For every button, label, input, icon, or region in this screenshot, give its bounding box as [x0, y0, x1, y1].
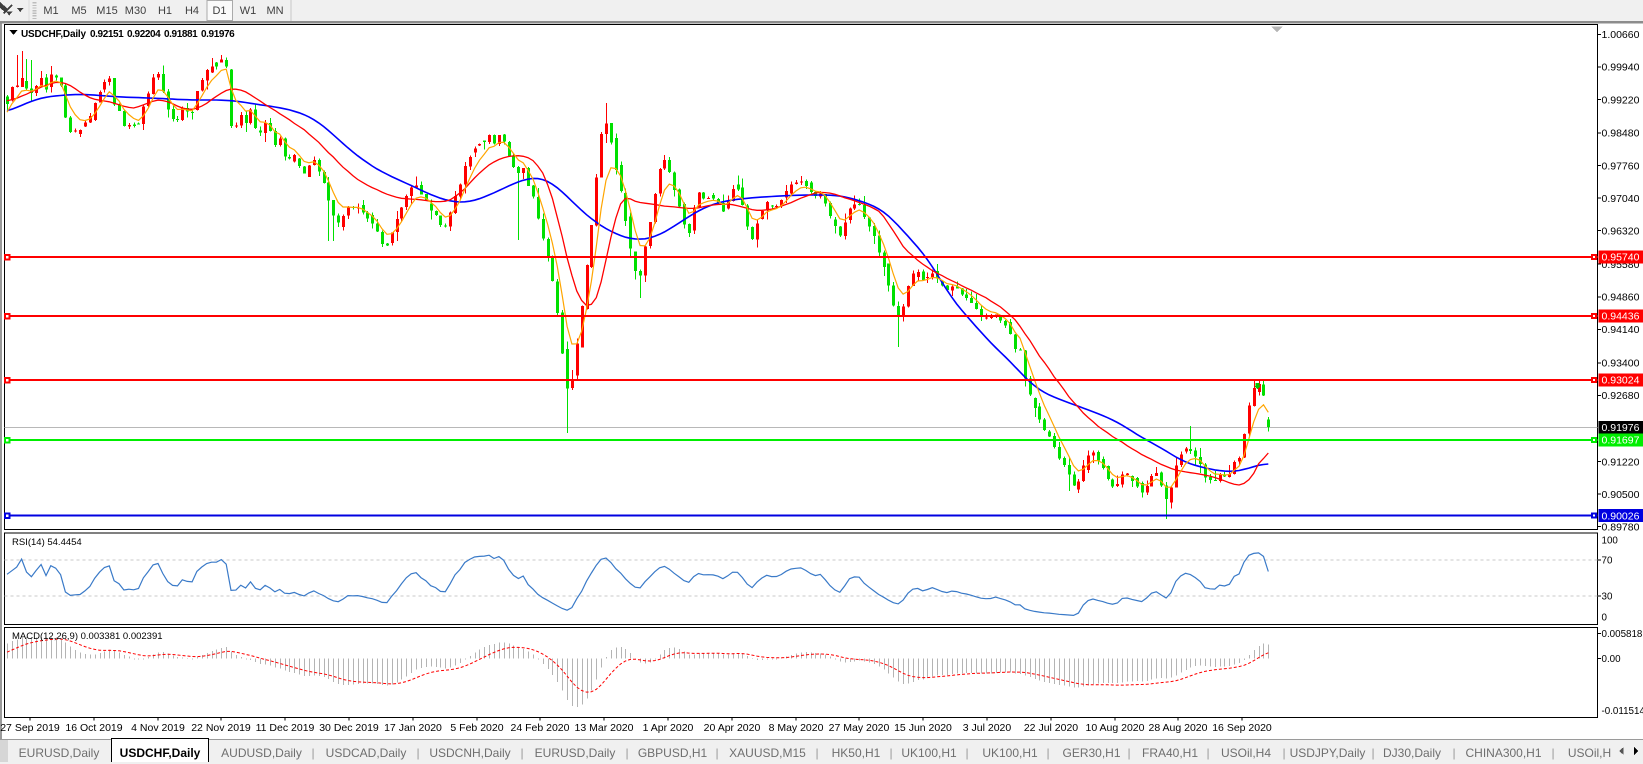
- svg-text:0.94436: 0.94436: [1602, 311, 1640, 323]
- svg-text:|: |: [311, 746, 314, 760]
- svg-text:MN: MN: [266, 5, 283, 17]
- svg-text:30: 30: [1602, 591, 1613, 602]
- svg-text:M30: M30: [125, 5, 146, 17]
- svg-text:|: |: [416, 746, 419, 760]
- svg-text:EURUSD,Daily: EURUSD,Daily: [19, 746, 100, 760]
- svg-text:0.98480: 0.98480: [1602, 128, 1640, 140]
- svg-text:1 Apr 2020: 1 Apr 2020: [643, 722, 694, 734]
- svg-text:5 Feb 2020: 5 Feb 2020: [450, 722, 503, 734]
- svg-text:0.95740: 0.95740: [1602, 252, 1640, 264]
- svg-text:M5: M5: [71, 5, 86, 17]
- svg-text:8 May 2020: 8 May 2020: [769, 722, 824, 734]
- svg-text:M15: M15: [96, 5, 117, 17]
- svg-text:RSI(14) 54.4454: RSI(14) 54.4454: [12, 537, 82, 548]
- svg-text:15 Jun 2020: 15 Jun 2020: [894, 722, 952, 734]
- svg-text:20 Apr 2020: 20 Apr 2020: [704, 722, 761, 734]
- svg-text:D1: D1: [212, 5, 226, 17]
- svg-text:70: 70: [1602, 556, 1613, 567]
- svg-text:27 May 2020: 27 May 2020: [829, 722, 890, 734]
- svg-text:30 Dec 2019: 30 Dec 2019: [319, 722, 379, 734]
- svg-text:|: |: [1452, 746, 1455, 760]
- svg-text:22 Jul 2020: 22 Jul 2020: [1024, 722, 1078, 734]
- svg-text:0.92204: 0.92204: [127, 29, 161, 40]
- svg-text:0.92680: 0.92680: [1602, 390, 1640, 402]
- svg-text:|: |: [1371, 746, 1374, 760]
- svg-text:M1: M1: [43, 5, 58, 17]
- svg-text:|: |: [965, 746, 968, 760]
- svg-text:|: |: [715, 746, 718, 760]
- svg-text:|: |: [1551, 746, 1554, 760]
- svg-text:0.00: 0.00: [1602, 654, 1622, 665]
- svg-text:0.005818: 0.005818: [1602, 629, 1643, 640]
- svg-text:16 Oct 2019: 16 Oct 2019: [65, 722, 122, 734]
- svg-text:13 Mar 2020: 13 Mar 2020: [575, 722, 634, 734]
- svg-text:16 Sep 2020: 16 Sep 2020: [1212, 722, 1272, 734]
- svg-text:FRA40,H1: FRA40,H1: [1142, 746, 1198, 760]
- svg-text:|: |: [1127, 746, 1130, 760]
- svg-text:DJ30,Daily: DJ30,Daily: [1383, 746, 1441, 760]
- svg-text:|: |: [625, 746, 628, 760]
- svg-text:UK100,H1: UK100,H1: [982, 746, 1038, 760]
- svg-text:USDCNH,Daily: USDCNH,Daily: [429, 746, 510, 760]
- svg-text:0: 0: [1602, 612, 1608, 623]
- svg-text:GER30,H1: GER30,H1: [1062, 746, 1120, 760]
- svg-text:|: |: [815, 746, 818, 760]
- svg-text:0.92151: 0.92151: [90, 29, 124, 40]
- svg-text:0.90026: 0.90026: [1602, 510, 1640, 522]
- svg-text:0.91976: 0.91976: [1602, 422, 1640, 434]
- svg-text:17 Jan 2020: 17 Jan 2020: [384, 722, 442, 734]
- svg-text:1.00660: 1.00660: [1602, 29, 1640, 41]
- svg-text:|: |: [1206, 746, 1209, 760]
- svg-text:H4: H4: [185, 5, 199, 17]
- svg-text:28 Aug 2020: 28 Aug 2020: [1149, 722, 1208, 734]
- svg-text:-0.011514: -0.011514: [1602, 706, 1643, 717]
- svg-text:0.94860: 0.94860: [1602, 292, 1640, 304]
- svg-text:0.91697: 0.91697: [1602, 435, 1640, 447]
- svg-text:0.99220: 0.99220: [1602, 94, 1640, 106]
- svg-text:MACD(12,26,9) 0.003381 0.00239: MACD(12,26,9) 0.003381 0.002391: [12, 631, 163, 642]
- svg-text:27 Sep 2019: 27 Sep 2019: [0, 722, 60, 734]
- svg-text:W1: W1: [240, 5, 257, 17]
- svg-text:0.94140: 0.94140: [1602, 324, 1640, 336]
- svg-text:USOil,H: USOil,H: [1568, 746, 1611, 760]
- svg-text:GBPUSD,H1: GBPUSD,H1: [638, 746, 708, 760]
- svg-text:USOil,H4: USOil,H4: [1221, 746, 1271, 760]
- svg-text:|: |: [889, 746, 892, 760]
- svg-text:CHINA300,H1: CHINA300,H1: [1465, 746, 1541, 760]
- svg-text:0.97760: 0.97760: [1602, 160, 1640, 172]
- svg-text:3 Jul 2020: 3 Jul 2020: [963, 722, 1012, 734]
- svg-text:USDCHF,Daily: USDCHF,Daily: [21, 29, 86, 40]
- svg-text:0.91881: 0.91881: [164, 29, 198, 40]
- svg-text:0.96320: 0.96320: [1602, 226, 1640, 238]
- svg-text:USDCAD,Daily: USDCAD,Daily: [326, 746, 407, 760]
- svg-text:11 Dec 2019: 11 Dec 2019: [256, 722, 315, 734]
- svg-text:0.91976: 0.91976: [201, 29, 235, 40]
- svg-text:10 Aug 2020: 10 Aug 2020: [1086, 722, 1145, 734]
- svg-text:EURUSD,Daily: EURUSD,Daily: [535, 746, 616, 760]
- svg-text:AUDUSD,Daily: AUDUSD,Daily: [221, 746, 302, 760]
- svg-text:USDCHF,Daily: USDCHF,Daily: [120, 746, 201, 760]
- svg-text:UK100,H1: UK100,H1: [901, 746, 957, 760]
- svg-text:4 Nov 2019: 4 Nov 2019: [131, 722, 185, 734]
- svg-text:HK50,H1: HK50,H1: [832, 746, 881, 760]
- svg-text:0.93024: 0.93024: [1602, 375, 1640, 387]
- svg-text:0.89780: 0.89780: [1602, 521, 1640, 533]
- svg-text:USDJPY,Daily: USDJPY,Daily: [1290, 746, 1366, 760]
- svg-text:0.90500: 0.90500: [1602, 489, 1640, 501]
- svg-text:0.99940: 0.99940: [1602, 62, 1640, 74]
- svg-text:22 Nov 2019: 22 Nov 2019: [191, 722, 251, 734]
- svg-text:0.91220: 0.91220: [1602, 456, 1640, 468]
- svg-text:|: |: [1046, 746, 1049, 760]
- svg-text:100: 100: [1602, 536, 1619, 547]
- svg-text:|: |: [520, 746, 523, 760]
- svg-text:0.97040: 0.97040: [1602, 193, 1640, 205]
- svg-text:|: |: [1282, 746, 1285, 760]
- svg-text:H1: H1: [158, 5, 172, 17]
- svg-text:XAUUSD,M15: XAUUSD,M15: [729, 746, 806, 760]
- svg-text:0.93400: 0.93400: [1602, 358, 1640, 370]
- svg-text:24 Feb 2020: 24 Feb 2020: [511, 722, 570, 734]
